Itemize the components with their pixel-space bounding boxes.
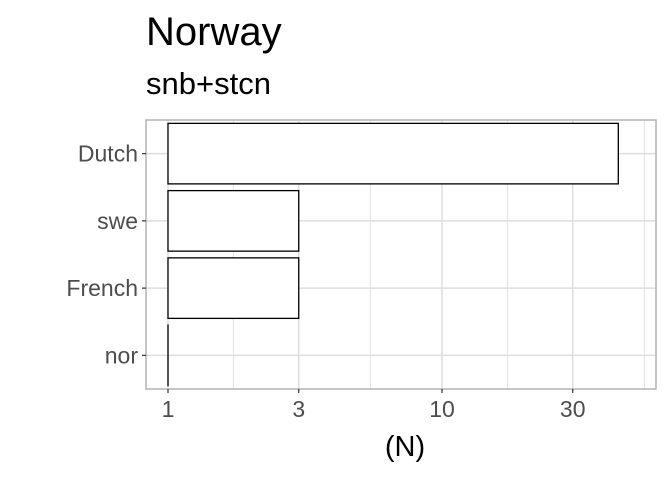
bar-dutch	[167, 122, 619, 185]
bar-swe	[167, 189, 300, 252]
chart-title: Norway	[146, 10, 282, 54]
panel-border	[145, 119, 657, 390]
x-tick-label: 1	[162, 396, 175, 422]
y-tick-label: French	[66, 275, 138, 301]
y-tick-label: swe	[97, 208, 138, 234]
y-tick-label: nor	[105, 342, 139, 368]
chart-subtitle: snb+stcn	[146, 66, 271, 101]
y-tick-label: Dutch	[78, 141, 138, 167]
x-tick-label: 3	[292, 396, 305, 422]
x-tick-label: 30	[560, 396, 586, 422]
bar-french	[167, 257, 300, 320]
x-axis-title: (N)	[385, 431, 425, 463]
x-tick-label: 10	[429, 396, 455, 422]
